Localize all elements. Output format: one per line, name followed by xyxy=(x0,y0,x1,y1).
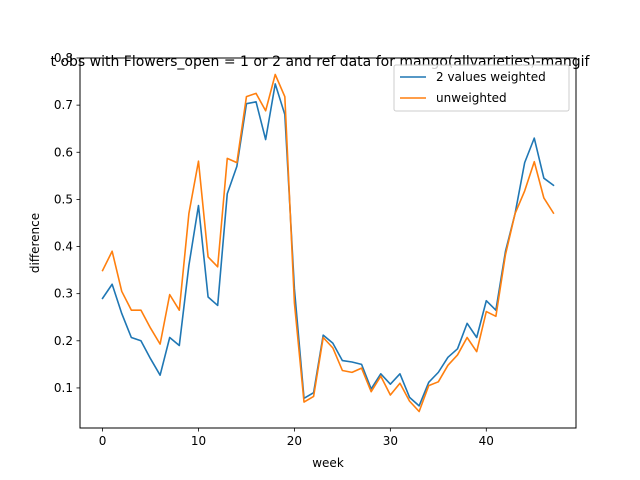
y-tick-label: 0.4 xyxy=(54,240,73,254)
y-tick-label: 0.2 xyxy=(54,334,73,348)
series-line-weighted xyxy=(101,83,555,407)
legend-label: unweighted xyxy=(436,91,507,105)
legend-box xyxy=(393,64,570,112)
y-tick-label: 0.5 xyxy=(54,192,73,206)
x-tick-label: 30 xyxy=(383,434,398,448)
series-group xyxy=(101,73,555,413)
y-tick-label: 0.8 xyxy=(54,51,73,65)
y-tick-label: 0.3 xyxy=(54,287,73,301)
y-axis: 0.1 0.2 0.3 0.4 0.5 0.6 0.7 0.8 xyxy=(54,51,80,395)
x-tick-label: 20 xyxy=(287,434,302,448)
y-tick-label: 0.1 xyxy=(54,381,73,395)
legend: 2 values weighted unweighted xyxy=(393,64,570,112)
x-axis-label: week xyxy=(312,456,344,470)
x-tick-label: 10 xyxy=(191,434,206,448)
series-line-unweighted xyxy=(101,73,555,413)
x-tick-label: 40 xyxy=(479,434,494,448)
x-tick-label: 0 xyxy=(99,434,107,448)
y-tick-label: 0.6 xyxy=(54,145,73,159)
x-axis: 0 10 20 30 40 xyxy=(99,428,494,448)
y-tick-label: 0.7 xyxy=(54,98,73,112)
y-axis-label: difference xyxy=(28,213,42,273)
plot-frame xyxy=(79,57,577,429)
legend-label: 2 values weighted xyxy=(436,70,546,84)
